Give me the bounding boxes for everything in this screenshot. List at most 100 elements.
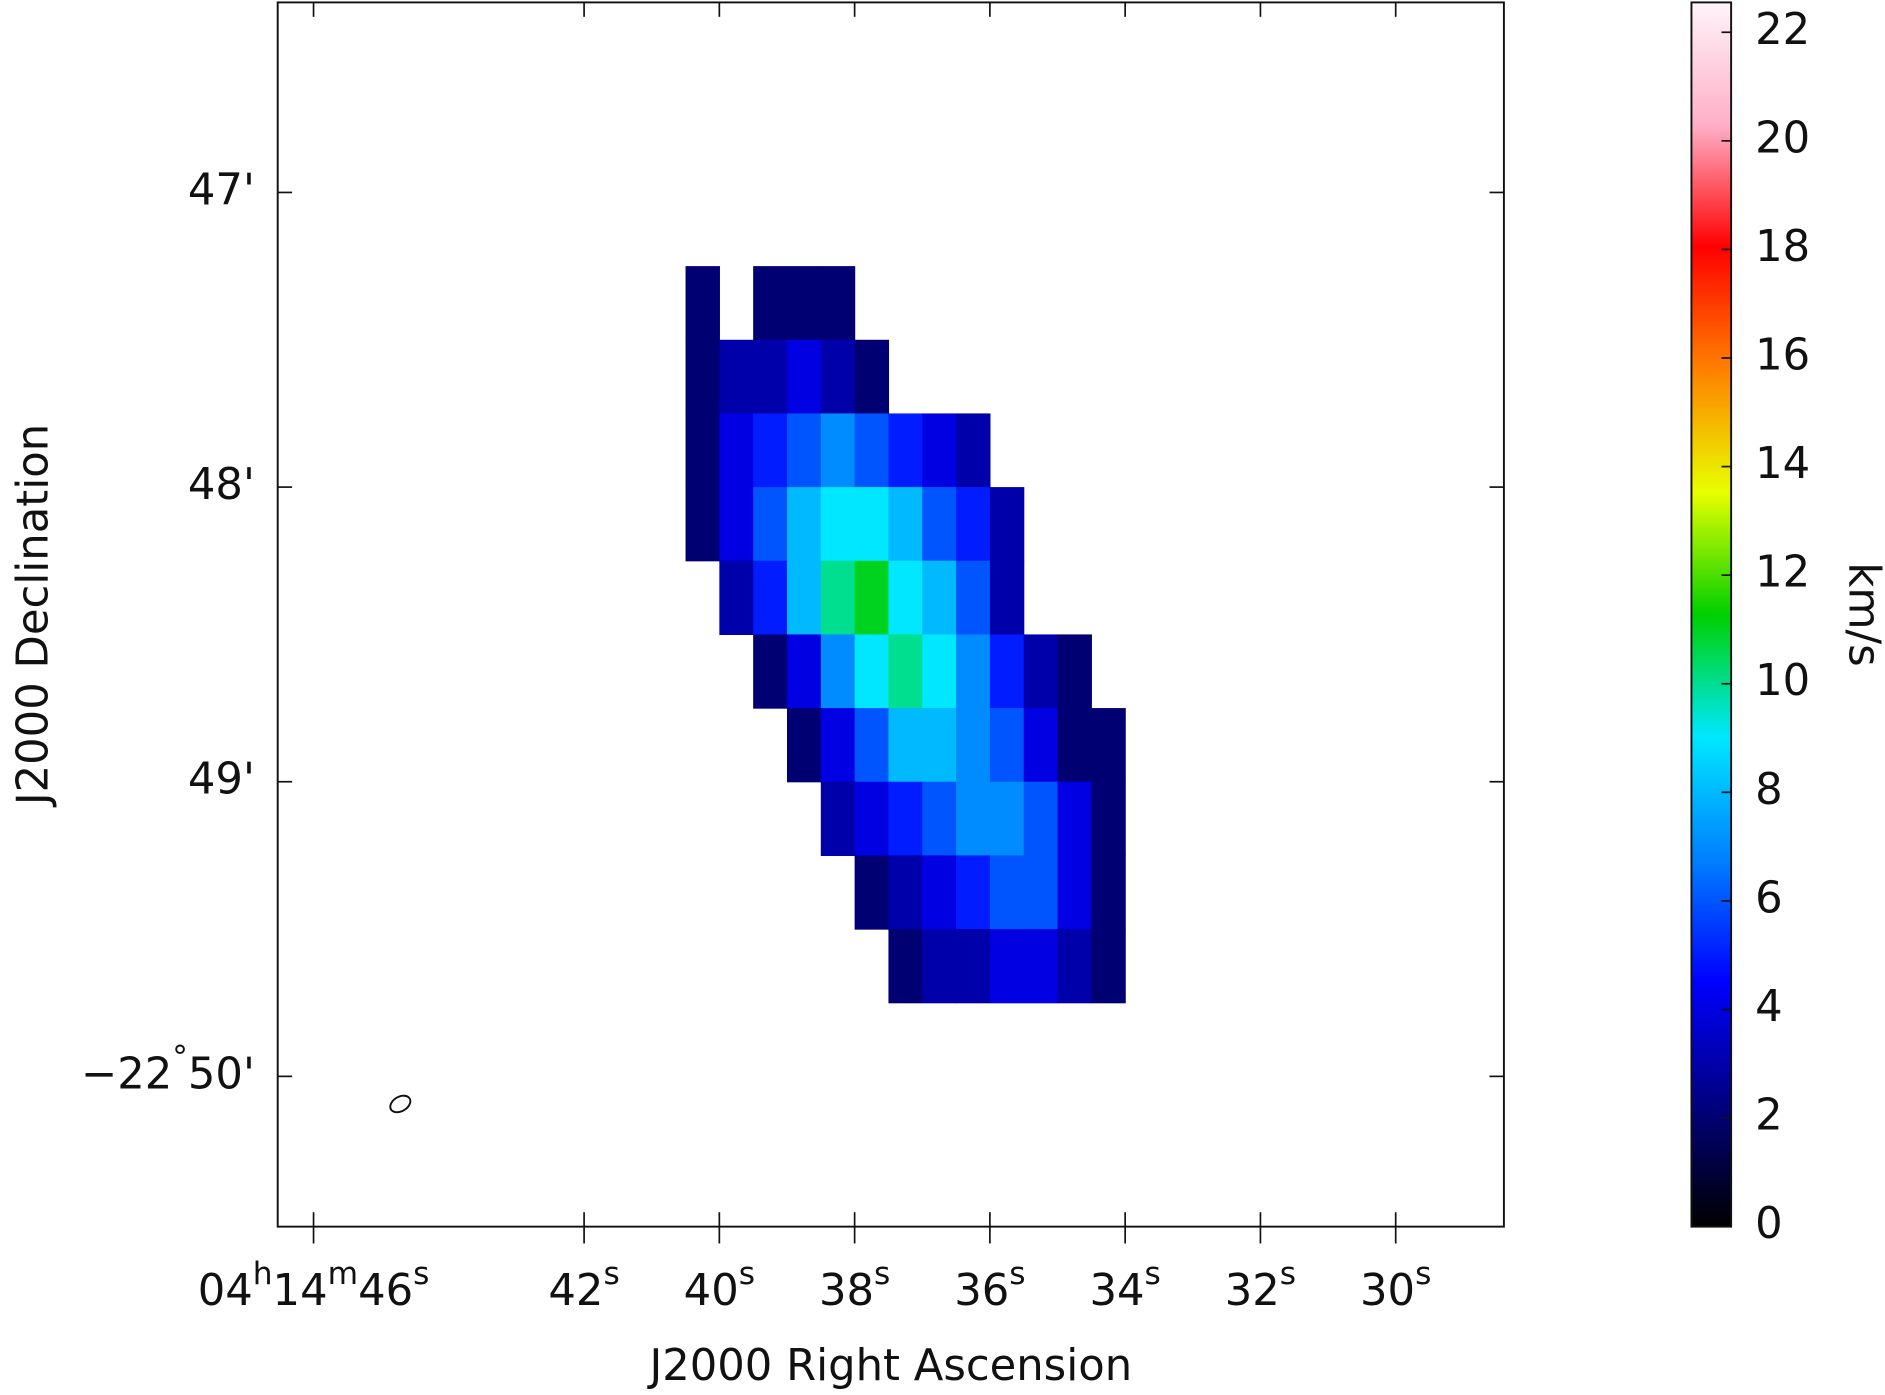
colorbar-tick-label: 6 — [1755, 873, 1783, 923]
pixel — [888, 487, 923, 562]
pixel — [1023, 929, 1059, 1004]
pixel — [854, 339, 890, 415]
pixel — [854, 855, 890, 930]
x-tick-label: 42s — [548, 1256, 619, 1316]
pixel — [888, 929, 923, 1004]
colorbar — [1690, 1, 1733, 1228]
pixel — [685, 487, 720, 562]
pixel — [989, 708, 1025, 783]
pixel — [888, 708, 923, 783]
x-tick-label: 32s — [1225, 1256, 1296, 1316]
colorbar-tick-label: 14 — [1755, 439, 1810, 489]
pixel — [854, 560, 890, 636]
pixel — [989, 560, 1025, 636]
x-tick-label: 40s — [684, 1256, 755, 1316]
pixel — [1057, 708, 1092, 783]
pixel — [989, 855, 1025, 930]
colorbar-tick-label: 16 — [1755, 330, 1810, 380]
pixel — [989, 634, 1025, 709]
pixel — [888, 781, 923, 856]
y-tick-label: −22°50' — [81, 1039, 255, 1099]
pixel — [956, 781, 991, 856]
y-tick-label: 49' — [188, 754, 255, 804]
pixel — [685, 413, 720, 488]
x-tick-label: 04h14m46s — [198, 1256, 430, 1316]
pixel — [685, 266, 720, 341]
pixel — [854, 487, 890, 562]
pixel — [786, 560, 822, 636]
y-tick-label: 48' — [188, 460, 255, 510]
pixel — [922, 560, 957, 636]
pixel — [753, 413, 788, 488]
pixel — [1091, 855, 1126, 930]
pixel — [956, 855, 991, 930]
pixel — [888, 855, 923, 930]
pixel — [1091, 929, 1126, 1004]
y-tick-label: 47' — [188, 165, 255, 215]
pixel — [719, 560, 754, 636]
pixel — [786, 634, 822, 709]
pixel — [820, 781, 856, 856]
pixel — [956, 634, 991, 709]
pixel — [1091, 781, 1126, 856]
image-layer — [685, 266, 1126, 1004]
colorbar-title: km/s — [1838, 562, 1885, 666]
pixel — [1057, 855, 1092, 930]
pixel — [719, 413, 754, 488]
colorbar-tick-label: 12 — [1755, 548, 1810, 598]
colorbar-tick-label: 10 — [1755, 656, 1810, 706]
pixel — [753, 560, 788, 636]
pixel — [786, 266, 822, 341]
pixel — [1057, 929, 1092, 1004]
pixel — [820, 634, 856, 709]
pixel — [1023, 855, 1059, 930]
pixel — [922, 487, 957, 562]
pixel — [989, 487, 1025, 562]
y-axis-title: J2000 Declination — [9, 424, 59, 808]
pixel — [854, 708, 890, 783]
plot-frame — [276, 1, 1505, 1228]
pixel — [922, 781, 957, 856]
pixel — [753, 487, 788, 562]
pixel — [956, 708, 991, 783]
pixel — [922, 634, 957, 709]
x-axis-title: J2000 Right Ascension — [646, 1341, 1132, 1391]
pixel — [1023, 634, 1059, 709]
colorbar-tick-label: 22 — [1755, 5, 1810, 55]
pixel — [956, 487, 991, 562]
x-tick-label: 34s — [1089, 1256, 1160, 1316]
pixel — [1023, 781, 1059, 856]
pixel — [820, 708, 856, 783]
pixel — [820, 560, 856, 636]
pixel — [922, 413, 957, 488]
pixel — [753, 634, 788, 709]
pixel — [956, 560, 991, 636]
pixel — [685, 339, 720, 415]
pixel — [786, 708, 822, 783]
pixel — [820, 266, 856, 341]
colorbar-tick-label: 0 — [1755, 1199, 1783, 1249]
x-tick-label: 36s — [954, 1256, 1025, 1316]
colorbar-tick-label: 8 — [1755, 765, 1783, 815]
pixel — [820, 487, 856, 562]
pixel — [854, 413, 890, 488]
pixel — [1057, 781, 1092, 856]
pixel — [719, 487, 754, 562]
pixel — [956, 929, 991, 1004]
pixel — [786, 413, 822, 488]
colorbar-tick-label: 20 — [1755, 113, 1810, 163]
pixel — [786, 487, 822, 562]
pixel — [753, 339, 788, 415]
pixel — [922, 708, 957, 783]
pixel — [820, 339, 856, 415]
pixel — [854, 781, 890, 856]
pixel — [1057, 634, 1092, 709]
pixel — [922, 855, 957, 930]
pixel — [820, 413, 856, 488]
pixel — [888, 634, 923, 709]
pixel — [719, 339, 754, 415]
pixel — [1091, 708, 1126, 783]
colorbar-tick-label: 4 — [1755, 982, 1783, 1032]
